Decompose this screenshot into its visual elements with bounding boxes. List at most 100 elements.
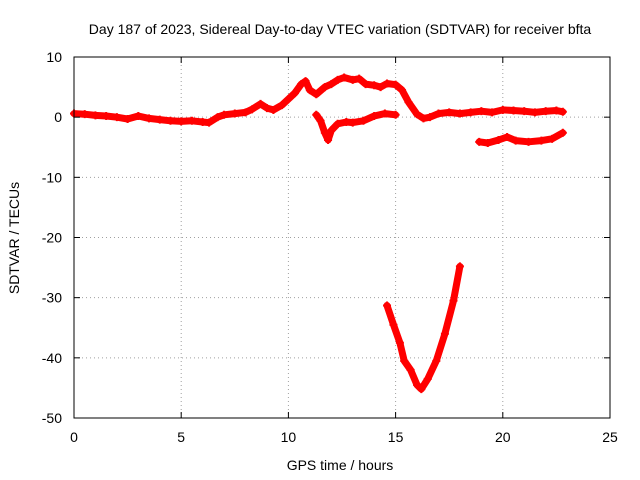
data-point	[417, 385, 426, 394]
data-point	[400, 356, 409, 365]
data-point	[320, 83, 329, 92]
series-evening-branch	[475, 128, 567, 148]
data-point	[348, 75, 357, 84]
data-point	[380, 109, 389, 118]
data-point	[370, 81, 379, 90]
data-point	[389, 320, 398, 329]
data-point	[552, 106, 561, 115]
series-line	[383, 262, 464, 393]
data-point	[434, 109, 443, 118]
y-tick-label: 10	[46, 49, 62, 65]
x-tick-label: 5	[177, 429, 185, 445]
data-point	[102, 111, 111, 120]
data-point	[327, 80, 336, 89]
data-point	[355, 74, 364, 83]
chart-title: Day 187 of 2023, Sidereal Day-to-day VTE…	[89, 21, 592, 37]
data-point	[340, 73, 349, 82]
series-mid-branch	[312, 109, 400, 145]
data-point	[91, 111, 100, 120]
x-tick-label: 15	[388, 429, 404, 445]
data-point	[440, 329, 449, 338]
data-point	[404, 98, 413, 107]
data-point	[558, 107, 567, 116]
data-point	[361, 80, 370, 89]
data-point	[284, 95, 293, 104]
data-point	[498, 105, 507, 114]
data-point	[134, 111, 143, 120]
data-point	[123, 114, 132, 123]
data-point	[398, 86, 407, 95]
y-tick-label: -10	[42, 169, 62, 185]
data-point	[455, 109, 464, 118]
data-point	[269, 105, 278, 114]
data-point	[213, 113, 222, 122]
data-point	[241, 108, 250, 117]
series-v-branch	[383, 262, 464, 394]
data-point	[548, 134, 557, 143]
x-tick-label: 20	[495, 429, 511, 445]
data-point	[391, 80, 400, 89]
data-point	[297, 80, 306, 89]
y-tick-label: -30	[42, 290, 62, 306]
data-point	[432, 356, 441, 365]
x-tick-label: 0	[70, 429, 78, 445]
data-point	[166, 116, 175, 125]
series-line	[70, 74, 567, 127]
data-point	[537, 136, 546, 145]
data-point	[449, 296, 458, 305]
data-point	[301, 77, 310, 86]
data-point	[247, 105, 256, 114]
data-point	[316, 116, 325, 125]
data-point	[376, 83, 385, 92]
data-point	[483, 139, 492, 148]
data-point	[413, 380, 422, 389]
data-point	[262, 104, 271, 113]
data-point	[558, 128, 567, 137]
data-series	[70, 73, 567, 394]
data-point	[425, 113, 434, 122]
data-point	[455, 262, 464, 271]
data-point	[320, 128, 329, 137]
data-point	[466, 108, 475, 117]
data-point	[477, 107, 486, 116]
data-point	[503, 133, 512, 142]
data-point	[359, 116, 368, 125]
data-point	[370, 111, 379, 120]
data-point	[509, 106, 518, 115]
data-point	[494, 136, 503, 145]
data-point	[423, 374, 432, 383]
data-point	[383, 79, 392, 88]
series-main	[70, 73, 567, 127]
data-point	[391, 110, 400, 119]
data-point	[419, 114, 428, 123]
data-point	[312, 90, 321, 99]
data-point	[177, 117, 186, 126]
data-point	[112, 113, 121, 122]
x-axis-label: GPS time / hours	[287, 457, 394, 473]
y-axis-label: SDTVAR / TECUs	[6, 182, 22, 294]
data-point	[305, 86, 314, 95]
data-point	[230, 109, 239, 118]
data-point	[155, 115, 164, 124]
data-point	[524, 137, 533, 146]
data-point	[413, 110, 422, 119]
data-point	[445, 108, 454, 117]
data-point	[277, 101, 286, 110]
data-point	[511, 136, 520, 145]
data-point	[530, 108, 539, 117]
data-point	[406, 365, 415, 374]
data-point	[290, 89, 299, 98]
data-point	[348, 118, 357, 127]
data-point	[80, 110, 89, 119]
data-point	[395, 338, 404, 347]
data-point	[220, 110, 229, 119]
data-point	[475, 137, 484, 146]
y-tick-label: -40	[42, 350, 62, 366]
data-point	[324, 136, 333, 145]
data-point	[145, 114, 154, 123]
data-point	[383, 301, 392, 310]
data-point	[327, 126, 336, 135]
data-point	[541, 107, 550, 116]
data-point	[256, 99, 265, 108]
